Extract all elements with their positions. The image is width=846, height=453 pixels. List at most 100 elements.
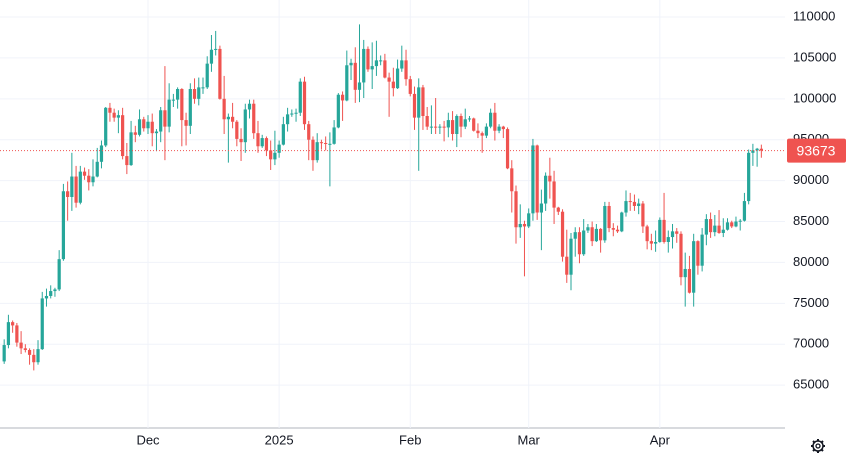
candle-body [32, 354, 36, 363]
candle-body [125, 156, 129, 166]
candle-body [514, 191, 518, 228]
candle-body [442, 126, 446, 128]
candle-body [230, 116, 235, 122]
candle-body [260, 138, 264, 147]
candle-body [180, 89, 184, 121]
candle-body [742, 201, 747, 221]
x-tick-label: Apr [650, 432, 671, 447]
candle-body [345, 65, 349, 101]
candle-body [476, 130, 480, 134]
candle-body [620, 212, 624, 232]
candle-body [717, 225, 721, 233]
candle-body [281, 124, 285, 145]
candle-body [6, 322, 11, 346]
y-tick-label: 105000 [793, 49, 836, 64]
candle-body [205, 63, 209, 88]
candle-body [235, 121, 239, 139]
candle-body [527, 213, 531, 227]
candle-body [556, 207, 560, 212]
candle-body [44, 295, 49, 299]
candle-body [565, 256, 569, 275]
candle-body [290, 113, 294, 115]
candle-body [569, 238, 573, 275]
candle-body [285, 114, 290, 125]
candle-body [315, 142, 319, 161]
candle-body [129, 132, 133, 166]
candle-body [539, 203, 543, 213]
candle-body [104, 107, 108, 146]
candle-body [269, 150, 273, 160]
candle-body [624, 201, 628, 213]
candle-body [522, 223, 527, 227]
candle-body [408, 79, 412, 94]
candle-body [683, 268, 687, 278]
candle-body [459, 115, 463, 127]
candles [2, 24, 763, 371]
candle-body [27, 349, 32, 355]
candle-body [560, 211, 565, 257]
candle-body [319, 142, 324, 144]
candle-body [387, 77, 391, 82]
candle-body [577, 232, 582, 255]
candle-body [696, 241, 700, 266]
candle-body [649, 241, 653, 244]
candle-body [400, 60, 404, 69]
candle-body [374, 60, 379, 67]
settings-icon[interactable] [811, 439, 825, 453]
candle-body [658, 219, 662, 242]
candle-body [53, 289, 57, 292]
candle-body [603, 205, 607, 241]
candle-body [412, 93, 417, 118]
x-tick-label: 2025 [265, 432, 294, 447]
candle-body [36, 349, 40, 363]
candle-body [725, 222, 730, 230]
candle-body [340, 94, 345, 101]
candle-body [434, 126, 438, 128]
candle-body [108, 107, 112, 113]
candle-body [307, 124, 311, 140]
candle-body [15, 325, 19, 343]
candle-body [256, 133, 260, 147]
candle-body [91, 176, 95, 183]
candle-body [755, 148, 759, 151]
candle-body [112, 112, 116, 118]
candle-body [294, 112, 298, 114]
candle-body [704, 219, 708, 235]
candle-body [628, 201, 632, 203]
y-tick-label: 90000 [793, 172, 829, 187]
candle-body [632, 201, 637, 206]
candle-body [116, 115, 120, 118]
candle-body [298, 81, 302, 113]
candle-body [74, 176, 78, 203]
candle-body [586, 227, 590, 231]
candle-body [708, 219, 713, 233]
candle-body [455, 115, 459, 134]
candle-body [201, 87, 205, 89]
candle-body [197, 87, 201, 99]
candle-body [336, 94, 340, 128]
candle-body [239, 138, 243, 143]
candle-body [467, 118, 472, 120]
candle-body [599, 228, 603, 241]
last-price-label: 93673 [797, 142, 836, 158]
candle-body [489, 112, 493, 127]
candle-body [417, 87, 421, 118]
candle-body [357, 82, 362, 90]
candle-body [362, 48, 366, 83]
candle-body [184, 120, 188, 126]
candle-body [594, 228, 598, 242]
candle-body [687, 268, 692, 293]
candle-body [142, 119, 146, 129]
candle-body [535, 145, 539, 213]
candle-body [171, 99, 175, 101]
candle-body [721, 229, 725, 233]
candle-body [188, 89, 192, 126]
candle-body [332, 127, 336, 144]
candle-body [66, 191, 70, 197]
candle-body [391, 81, 395, 89]
candle-body [222, 98, 226, 120]
candle-body [277, 144, 281, 153]
candle-body [163, 110, 167, 127]
candle-body [641, 203, 645, 227]
